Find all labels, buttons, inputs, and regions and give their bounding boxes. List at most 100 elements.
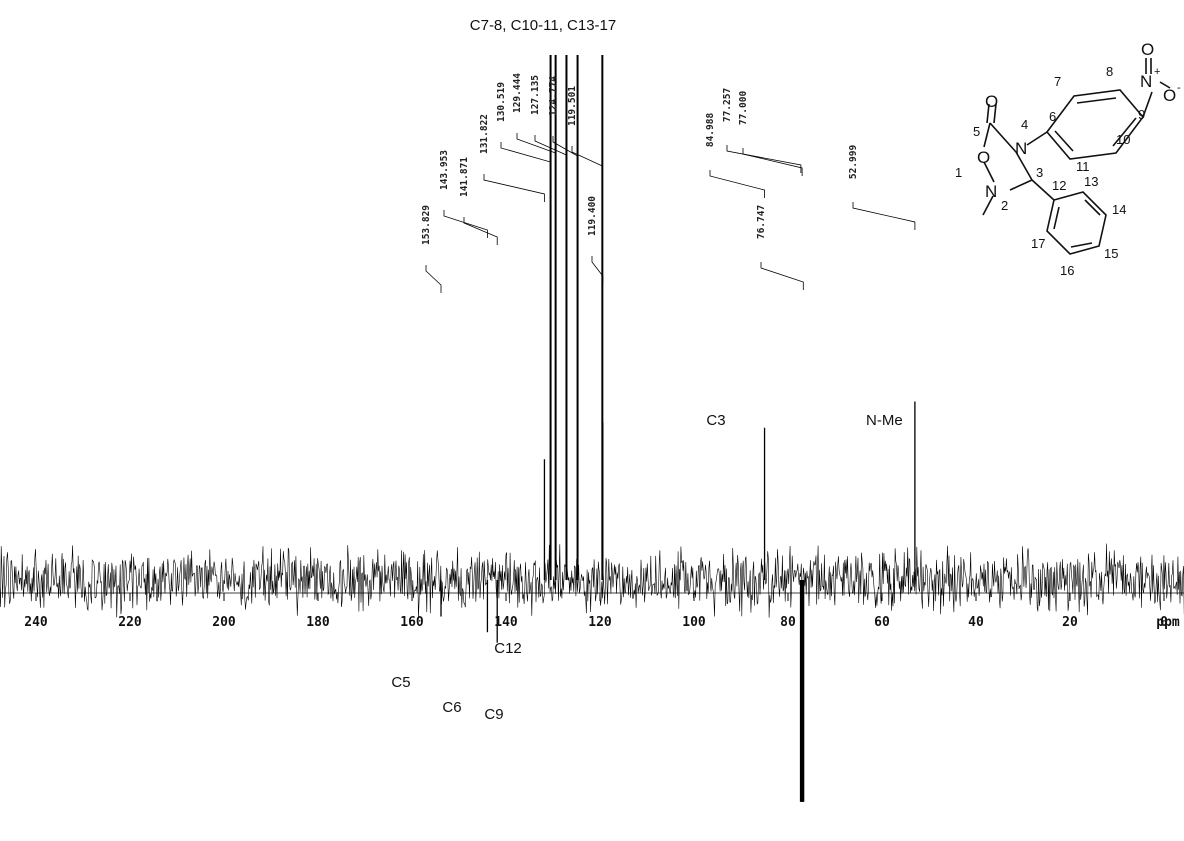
- phenyl-ring: [1046, 191, 1107, 255]
- peak-lines: [440, 55, 916, 802]
- tick-label-80: 80: [780, 615, 796, 630]
- assignment-label-2: N-Me: [866, 412, 903, 429]
- atom-o-carbonyl: O: [985, 92, 998, 111]
- bond-c5-o-a: [986, 103, 990, 124]
- bond-c9-nitro: [1142, 91, 1153, 118]
- molecule-structure: [982, 58, 1171, 255]
- peak-pick-label-13: 76.747: [756, 205, 767, 239]
- aromatic-inner-3: [1054, 130, 1074, 152]
- baseline-noise: [0, 543, 1184, 619]
- bond-c5-n4: [989, 122, 1017, 153]
- tick-label-120: 120: [588, 615, 612, 630]
- tick-label-240: 240: [24, 615, 48, 630]
- assignment-label-5: C9: [484, 706, 503, 723]
- atom-number-11: 11: [1076, 159, 1090, 174]
- peak-pick-label-14: 52.999: [848, 145, 859, 180]
- peak-pick-connector-14: [852, 202, 916, 230]
- noise-trace: [0, 543, 1184, 619]
- atom-n4: N: [1015, 139, 1027, 158]
- peak-pick-connector-4: [500, 142, 551, 170]
- atom-number-12: 12: [1052, 178, 1066, 193]
- charge-minus: -: [1177, 82, 1181, 94]
- peak-pick-connector-1: [443, 210, 488, 238]
- molecule-labels: O O N N N + O O - 1 2 3 4 5 6 7 8 9 10 1…: [955, 40, 1181, 278]
- atom-o-nitro-top: O: [1141, 40, 1154, 59]
- atom-number-8: 8: [1106, 64, 1113, 79]
- bond-n-methyl: [982, 195, 994, 216]
- peak-pick-label-4: 130.519: [496, 82, 507, 122]
- bond-c3-c12: [1031, 179, 1055, 201]
- peak-pick-label-11: 77.257: [722, 88, 733, 122]
- atom-number-4: 4: [1021, 117, 1028, 132]
- bond-n-o-single: [1159, 81, 1171, 89]
- bond-c3-n2: [1009, 179, 1033, 191]
- assignment-label-1: C3: [706, 412, 725, 429]
- assignment-label-0: C7-8, C10-11, C13-17: [470, 17, 616, 34]
- peak-pick-connector-9: [591, 256, 604, 284]
- peak-pick-label-12: 77.000: [738, 91, 749, 126]
- bond-c5-o-b: [993, 103, 997, 124]
- axis-unit-label: ppm: [1156, 615, 1180, 630]
- aromatic-inner-1: [1076, 97, 1117, 104]
- peak-pick-connector-12: [742, 148, 803, 176]
- atom-number-16: 16: [1060, 263, 1074, 278]
- tick-label-60: 60: [874, 615, 890, 630]
- atom-number-7: 7: [1054, 74, 1061, 89]
- peak-pick-connector-13: [760, 262, 804, 290]
- atom-number-6: 6: [1049, 109, 1056, 124]
- assignment-label-6: C12: [494, 640, 522, 657]
- peak-pick-label-7: 124.774: [548, 76, 559, 116]
- bond-o1-c5: [983, 122, 991, 148]
- tick-label-0: 0: [1160, 615, 1168, 630]
- peak-pick-connector-3: [483, 174, 545, 202]
- tick-label-100: 100: [682, 615, 706, 630]
- peak-pick-connector-2: [463, 217, 498, 245]
- tick-label-220: 220: [118, 615, 142, 630]
- peak-assignments: C7-8, C10-11, C13-17 C3 N-Me C5 C6 C9 C12: [391, 17, 902, 723]
- peak-pick-label-5: 129.444: [512, 73, 523, 113]
- peak-pick-connector-6: [534, 135, 567, 163]
- assignment-label-4: C6: [442, 699, 461, 716]
- bond-n4-c3: [1015, 151, 1033, 181]
- atom-number-2: 2: [1001, 198, 1008, 213]
- atom-number-5: 5: [973, 124, 980, 139]
- atom-number-17: 17: [1031, 236, 1045, 251]
- charge-plus: +: [1154, 66, 1160, 78]
- tick-label-40: 40: [968, 615, 984, 630]
- tick-label-160: 160: [400, 615, 424, 630]
- atom-o-nitro-minus: O: [1163, 86, 1176, 105]
- atom-n-nitro: N: [1140, 72, 1152, 91]
- atom-n2: N: [985, 182, 997, 201]
- tick-label-200: 200: [212, 615, 236, 630]
- peak-pick-connector-0: [425, 265, 442, 293]
- atom-number-3: 3: [1036, 165, 1043, 180]
- peak-pick-connector-11: [726, 145, 802, 173]
- atom-number-15: 15: [1104, 246, 1118, 261]
- atom-o1: O: [977, 148, 990, 167]
- peak-pick-label-8: 119.501: [567, 86, 578, 126]
- tick-label-180: 180: [306, 615, 330, 630]
- assignment-label-3: C5: [391, 674, 410, 691]
- bond-n4-c6: [1026, 131, 1048, 146]
- atom-number-10: 10: [1116, 132, 1130, 147]
- atom-number-9: 9: [1138, 107, 1145, 122]
- peak-pick-connector-10: [709, 170, 765, 198]
- peak-pick-connector-7: [552, 136, 578, 164]
- phenyl-inner-3: [1053, 206, 1060, 230]
- atom-number-13: 13: [1084, 174, 1098, 189]
- peak-pick-label-9: 119.400: [587, 196, 598, 236]
- peak-pick-label-3: 131.822: [479, 114, 490, 154]
- peak-pick-label-2: 141.871: [459, 157, 470, 197]
- peak-pick-connector-8: [571, 146, 603, 174]
- peak-pick-label-10: 84.988: [705, 113, 716, 148]
- atom-number-14: 14: [1112, 202, 1126, 217]
- phenyl-inner-1: [1084, 199, 1101, 216]
- tick-label-140: 140: [494, 615, 518, 630]
- aromatic-inner-2: [1112, 117, 1137, 147]
- tick-label-20: 20: [1062, 615, 1078, 630]
- peak-pick-label-0: 153.829: [421, 205, 432, 245]
- peak-pick-label-6: 127.135: [530, 75, 541, 115]
- phenyl-inner-2: [1070, 242, 1093, 248]
